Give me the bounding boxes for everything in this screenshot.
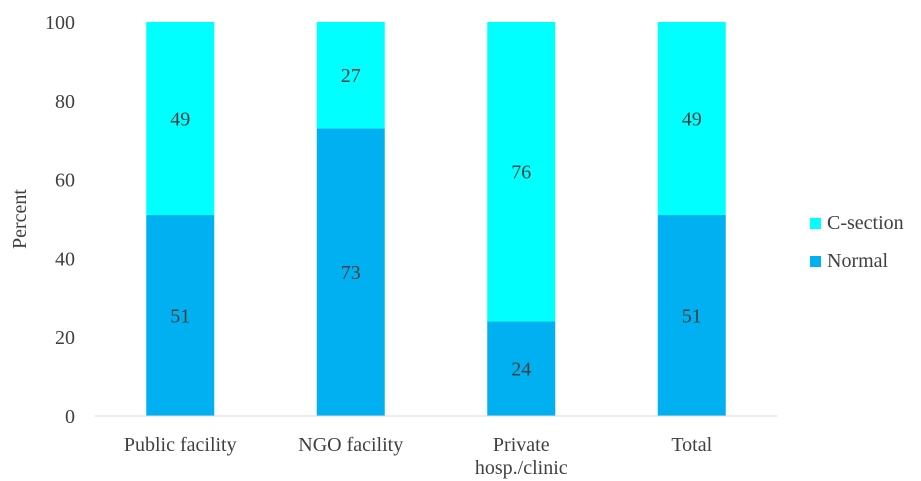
bar-segment-normal: [146, 215, 215, 416]
legend-label: C-section: [827, 212, 904, 234]
x-category-label: Public facility: [124, 434, 237, 456]
bar-segment-c-section: [487, 22, 556, 322]
bar-segment-normal: [487, 321, 556, 416]
legend-swatch-c-section: [810, 218, 821, 229]
bar-segment-normal: [316, 128, 385, 416]
data-label: 51: [682, 306, 702, 328]
legend-label: Normal: [827, 250, 889, 272]
x-category-label: Total: [671, 434, 712, 456]
data-label: 24: [511, 359, 531, 381]
y-axis: 0 20 40 60 80 100: [45, 12, 75, 428]
y-tick-label: 20: [55, 327, 75, 349]
bar-segment-c-section: [316, 22, 385, 129]
data-label: 49: [682, 109, 702, 131]
y-tick-label: 80: [55, 91, 75, 113]
y-axis-title: Percent: [9, 189, 31, 249]
legend: C-section Normal: [810, 212, 904, 272]
legend-swatch-normal: [810, 256, 821, 267]
data-label: 27: [341, 65, 361, 87]
bar-segment-normal: [657, 215, 726, 416]
bars: 51 49 73 27 24 76 51 49: [146, 22, 726, 416]
x-category-label: Private hosp./clinic: [475, 434, 568, 479]
y-tick-label: 60: [55, 170, 75, 192]
x-axis-labels: Public facility NGO facility Private hosp./…: [124, 434, 713, 479]
bar-segment-c-section: [146, 22, 215, 216]
x-category-label: NGO facility: [298, 434, 403, 456]
data-label: 51: [170, 306, 190, 328]
y-tick-label: 40: [55, 248, 75, 270]
bar-segment-c-section: [657, 22, 726, 216]
data-label: 49: [170, 109, 190, 131]
y-tick-label: 100: [45, 12, 75, 34]
data-label: 73: [341, 262, 361, 284]
y-tick-label: 0: [65, 406, 75, 428]
data-label: 76: [511, 162, 531, 184]
